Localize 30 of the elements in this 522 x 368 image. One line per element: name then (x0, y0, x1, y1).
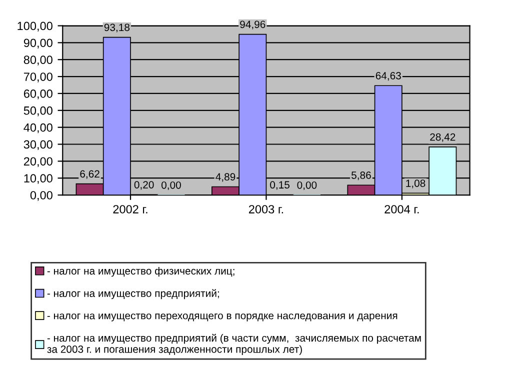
data-label: 28,42 (430, 133, 456, 142)
y-tick-label: 70,00 (24, 72, 52, 82)
y-tick-label: 100,00 (18, 22, 52, 32)
x-tick-label: 2003 г. (248, 205, 283, 214)
data-label: 0,00 (297, 181, 317, 190)
y-tick-label: 20,00 (24, 157, 52, 167)
data-label: 64,63 (376, 72, 401, 81)
y-tick-label: 60,00 (24, 90, 52, 100)
y-tick-label: 30,00 (24, 140, 52, 150)
data-label: 1,08 (406, 180, 426, 188)
y-tick-label: 80,00 (24, 56, 52, 66)
legend-label: - налог на имущество предприятий; (47, 289, 219, 300)
data-label: 94,96 (240, 20, 266, 30)
y-tick-label: 10,00 (24, 174, 52, 184)
data-label: 0,00 (161, 181, 181, 190)
y-tick-label: 0,00 (30, 191, 52, 201)
legend-label: - налог на имущество переходящего в порядке наследования и дарения (47, 314, 398, 322)
data-label: 5,86 (352, 172, 371, 180)
data-label: 4,89 (216, 173, 236, 182)
legend-label: - налог на имущество предприятий (в части сумм, зачисляемых по расчетам за 2003 г. и погашения задолженности прошлых лет) (47, 334, 421, 355)
data-label: 6,62 (80, 170, 100, 179)
data-label: 0,20 (134, 181, 154, 190)
x-tick-label: 2004 г. (384, 205, 419, 214)
data-label: 0,15 (270, 181, 290, 190)
x-tick-label: 2002 г. (113, 205, 148, 214)
y-tick-label: 50,00 (24, 106, 52, 116)
legend-label: - налог на имущество физических лиц; (47, 266, 234, 277)
data-label: 93,18 (104, 24, 130, 32)
y-tick-label: 90,00 (24, 38, 52, 48)
y-tick-label: 40,00 (24, 123, 52, 134)
